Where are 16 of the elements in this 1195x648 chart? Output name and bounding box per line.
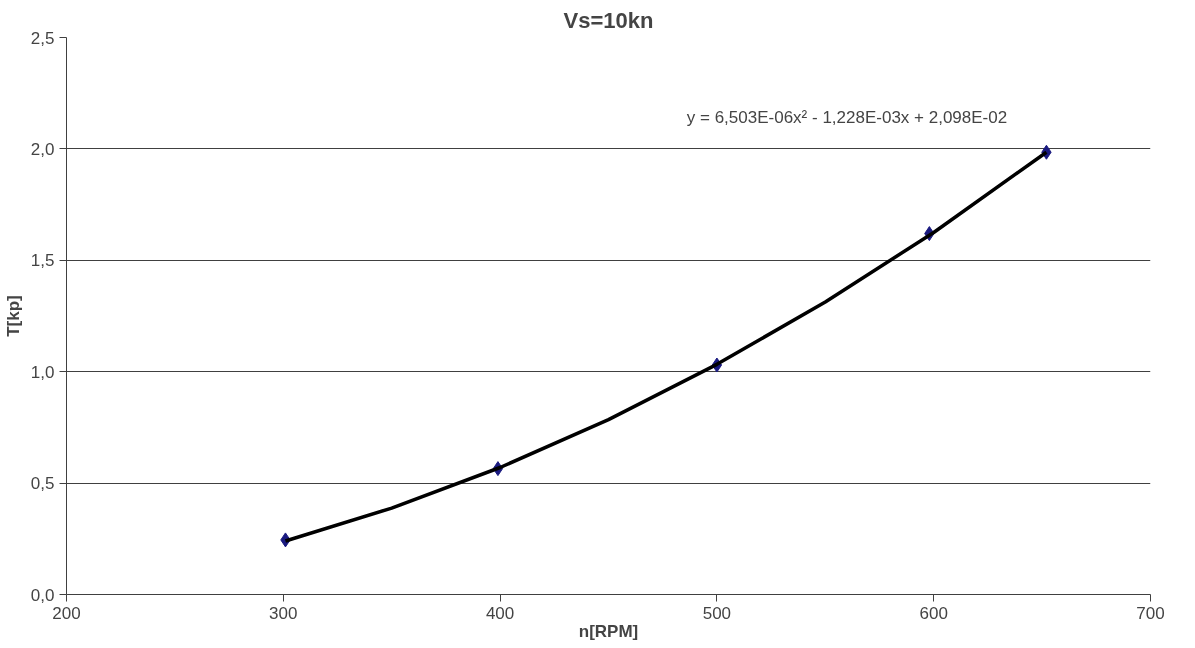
x-tick-label: 200: [52, 603, 81, 623]
x-tick-label: 700: [1136, 603, 1165, 623]
y-tick-label: 0,0: [30, 585, 55, 605]
y-tick-label: 2,5: [30, 28, 55, 48]
y-tick-label: 1,0: [30, 362, 55, 382]
chart-title: Vs=10kn: [563, 7, 654, 33]
y-tick-label: 1,5: [30, 251, 55, 271]
y-tick-label: 0,5: [30, 474, 55, 494]
x-tick-label: 300: [269, 603, 298, 623]
x-tick-label: 400: [485, 603, 515, 623]
y-tick-label: 2,0: [30, 139, 55, 159]
x-axis-title: n[RPM]: [578, 621, 639, 641]
annotation: y = 6,503E-06x² - 1,228E-03x + 2,098E-02: [686, 107, 1008, 127]
y-axis-title: T[kp]: [3, 295, 23, 337]
x-tick-label: 500: [702, 603, 732, 623]
x-tick-label: 600: [919, 603, 948, 623]
